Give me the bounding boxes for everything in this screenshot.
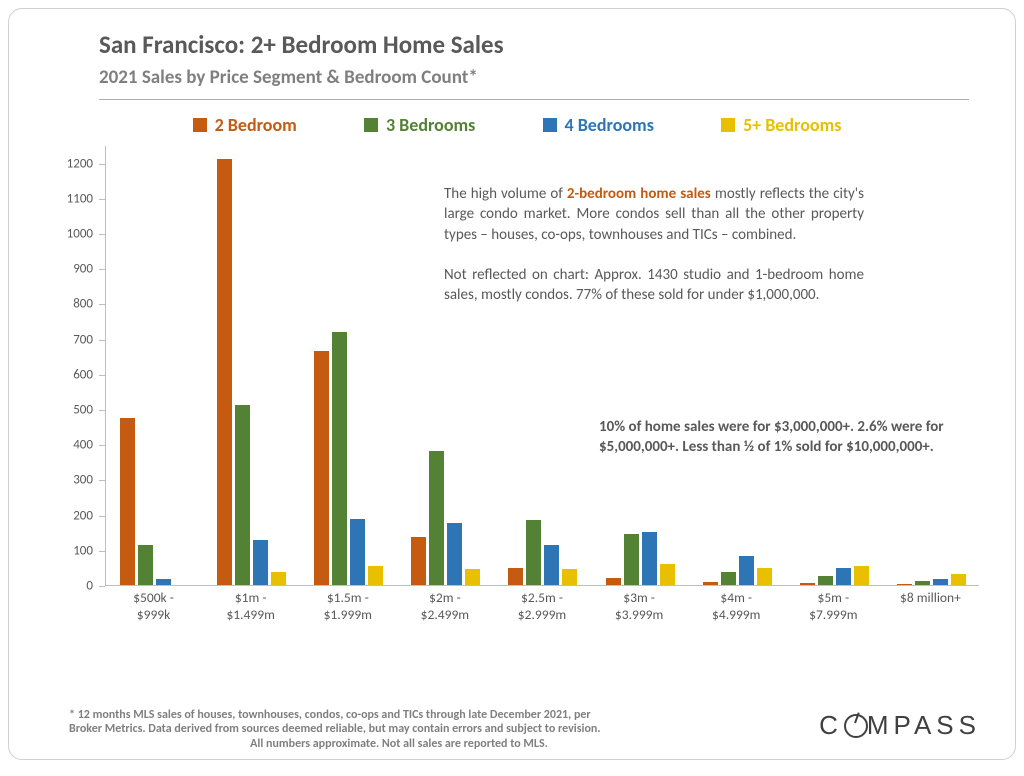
bar [465, 569, 480, 585]
bar [624, 534, 639, 585]
bar [915, 581, 930, 585]
bar [739, 556, 754, 585]
bar [854, 566, 869, 585]
bar [447, 523, 462, 585]
y-tick-label: 800 [73, 297, 93, 312]
bar [606, 578, 621, 585]
annotation-high-price-note: 10% of home sales were for $3,000,000+. … [599, 417, 944, 458]
bar [703, 582, 718, 585]
chart-card: San Francisco: 2+ Bedroom Home Sales 202… [8, 8, 1016, 760]
y-tick-label: 500 [73, 403, 93, 418]
y-tick-label: 400 [73, 438, 93, 453]
bar [156, 579, 171, 585]
bar-group [203, 159, 300, 585]
bar [411, 537, 426, 585]
bar [800, 583, 815, 585]
compass-logo: CMPASS [819, 710, 981, 741]
x-tick-label: $2m -$2.499m [400, 590, 490, 624]
y-tick-label: 0 [86, 579, 93, 594]
legend-item: 5+ Bedrooms [721, 114, 841, 136]
bar-group [786, 566, 883, 585]
legend-label: 3 Bedrooms [386, 114, 475, 136]
annotation-condo-note: The high volume of 2-bedroom home sales … [444, 184, 864, 306]
bar [217, 159, 232, 585]
bar [818, 576, 833, 585]
y-tick-mark [99, 586, 105, 587]
x-tick-label: $500k -$999k [109, 590, 199, 624]
bar [642, 532, 657, 585]
y-tick-label: 1200 [67, 156, 93, 171]
legend-label: 5+ Bedrooms [743, 114, 841, 136]
bar [526, 520, 541, 585]
bar [138, 545, 153, 585]
bar-group [592, 532, 689, 585]
chart-title: San Francisco: 2+ Bedroom Home Sales [99, 29, 985, 60]
x-tick-label: $1m -$1.499m [206, 590, 296, 624]
bar-group [106, 418, 203, 585]
y-tick-label: 100 [73, 543, 93, 558]
y-tick-label: 300 [73, 473, 93, 488]
legend-item: 3 Bedrooms [364, 114, 475, 136]
footnote: * 12 months MLS sales of houses, townhou… [69, 708, 729, 751]
bar [508, 568, 523, 585]
x-tick-label: $5m -$7.999m [788, 590, 878, 624]
x-tick-label: $8 million+ [885, 590, 975, 607]
legend-swatch [193, 118, 207, 132]
bar [253, 540, 268, 585]
compass-logo-icon [844, 714, 866, 736]
x-tick-label: $3m -$3.999m [594, 590, 684, 624]
bar [757, 568, 772, 585]
y-tick-label: 1100 [67, 191, 93, 206]
annot1-para2: Not reflected on chart: Approx. 1430 stu… [444, 266, 864, 304]
bar-group [494, 520, 591, 585]
y-tick-label: 700 [73, 332, 93, 347]
bar [332, 332, 347, 585]
bar [235, 405, 250, 585]
y-tick-label: 600 [73, 367, 93, 382]
legend: 2 Bedroom 3 Bedrooms 4 Bedrooms 5+ Bedrooms [159, 114, 875, 136]
bar [660, 564, 675, 585]
bar [951, 574, 966, 585]
legend-swatch [364, 118, 378, 132]
bar [350, 519, 365, 585]
y-tick-label: 900 [73, 262, 93, 277]
x-tick-label: $2.5m -$2.999m [497, 590, 587, 624]
annot1-highlight: 2-bedroom home sales [567, 185, 711, 203]
x-tick-label: $1.5m -$1.999m [303, 590, 393, 624]
bar [721, 572, 736, 585]
bar-group [397, 451, 494, 585]
chart-subtitle: 2021 Sales by Price Segment & Bedroom Co… [99, 66, 985, 89]
y-tick-label: 1000 [67, 227, 93, 242]
y-tick-label: 200 [73, 508, 93, 523]
annot1-pre: The high volume of [444, 185, 567, 203]
legend-item: 2 Bedroom [193, 114, 297, 136]
title-divider [99, 99, 969, 100]
bar [897, 584, 912, 585]
bar [933, 579, 948, 585]
footnote-line3: All numbers approximate. Not all sales a… [69, 737, 729, 751]
footnote-line2: Broker Metrics. Data derived from source… [69, 722, 601, 736]
bar [836, 568, 851, 585]
bar [314, 351, 329, 585]
bar [544, 545, 559, 585]
bar-group [883, 574, 980, 585]
y-axis: 0100200300400500600700800900100011001200 [49, 146, 99, 586]
bar [368, 566, 383, 585]
legend-item: 4 Bedrooms [543, 114, 654, 136]
bar [562, 569, 577, 585]
footnote-line1: * 12 months MLS sales of houses, townhou… [69, 708, 591, 722]
x-tick-label: $4m -$4.999m [691, 590, 781, 624]
bar [271, 572, 286, 585]
bar [120, 418, 135, 585]
legend-label: 4 Bedrooms [565, 114, 654, 136]
bar-group [689, 556, 786, 585]
legend-label: 2 Bedroom [215, 114, 297, 136]
bar [429, 451, 444, 585]
x-axis-labels: $500k -$999k$1m -$1.499m$1.5m -$1.999m$2… [105, 590, 979, 630]
legend-swatch [721, 118, 735, 132]
bar-group [300, 332, 397, 585]
legend-swatch [543, 118, 557, 132]
